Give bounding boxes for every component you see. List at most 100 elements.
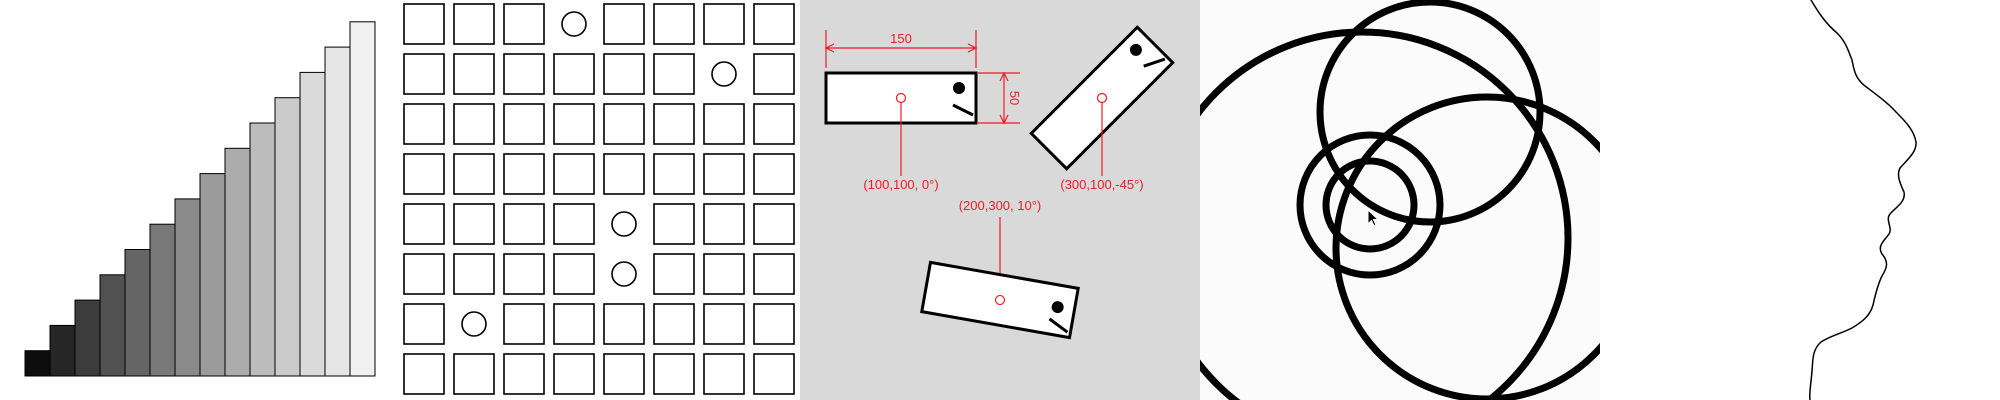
- large-ring-right: [1332, 93, 1600, 400]
- grid-square: [553, 353, 595, 395]
- height-dimension: [978, 71, 1020, 125]
- grid-square: [753, 3, 795, 45]
- grid-square: [503, 103, 545, 145]
- grid-square: [753, 153, 795, 195]
- grid-square: [403, 153, 445, 195]
- rectangle-pose-3: [920, 260, 1080, 340]
- grid-square: [553, 53, 595, 95]
- grid-square: [403, 253, 445, 295]
- inner-ring: [1322, 157, 1418, 253]
- staircase-bar: [199, 173, 226, 377]
- grid-square: [553, 203, 595, 245]
- face-profile: [1809, 0, 1917, 400]
- grid-square: [403, 3, 445, 45]
- grid-square: [603, 353, 645, 395]
- rectangle-pose-panel: 150 50 (100,100, 0°): [800, 0, 1200, 400]
- staircase-bar: [174, 198, 201, 377]
- rectangle-pose-2: [1029, 25, 1175, 171]
- grid-square: [503, 3, 545, 45]
- grid-square: [603, 153, 645, 195]
- grid-square: [453, 103, 495, 145]
- grid-square: [653, 3, 695, 45]
- grid-circle: [611, 211, 637, 237]
- grid-square: [653, 353, 695, 395]
- grid-square: [503, 353, 545, 395]
- grid-square: [653, 53, 695, 95]
- square-grid: [403, 3, 795, 395]
- grid-square: [753, 53, 795, 95]
- grid-square: [453, 353, 495, 395]
- grid-square: [653, 203, 695, 245]
- grid-square: [753, 203, 795, 245]
- staircase-bar: [124, 249, 151, 377]
- staircase-bar: [149, 223, 176, 377]
- grayscale-staircase: [24, 21, 376, 377]
- face-profile-panel: [1600, 0, 2000, 400]
- grid-circle: [461, 311, 487, 337]
- grid-square: [653, 253, 695, 295]
- staircase-bar: [99, 274, 126, 377]
- staircase-bar: [299, 71, 326, 377]
- width-label: 150: [890, 31, 912, 46]
- grid-square: [503, 253, 545, 295]
- grid-square: [753, 253, 795, 295]
- height-label: 50: [1007, 91, 1022, 105]
- grid-square: [453, 203, 495, 245]
- grid-square: [553, 153, 595, 195]
- grid-square: [603, 303, 645, 345]
- staircase-bar: [49, 324, 76, 377]
- overlapping-circles-panel: [1200, 0, 1600, 400]
- grid-square: [653, 303, 695, 345]
- overlapping-circles: [1200, 0, 1600, 400]
- grid-square: [403, 203, 445, 245]
- rectangle-pose-diagram: 150 50 (100,100, 0°): [800, 0, 1200, 400]
- grid-square: [703, 303, 745, 345]
- grid-square: [753, 353, 795, 395]
- grid-square: [703, 353, 745, 395]
- staircase-bar: [249, 122, 276, 377]
- grid-square: [703, 153, 745, 195]
- grid-square: [403, 103, 445, 145]
- grid-square: [503, 53, 545, 95]
- grid-square: [603, 53, 645, 95]
- large-ring-left: [1200, 28, 1572, 400]
- grid-square: [703, 103, 745, 145]
- grid-circle: [611, 261, 637, 287]
- grid-circle: [711, 61, 737, 87]
- grid-square: [503, 203, 545, 245]
- grid-circle: [561, 11, 587, 37]
- grid-square: [403, 53, 445, 95]
- staircase-bar: [74, 299, 101, 377]
- profile-outline: [1809, 0, 1917, 400]
- staircase-bar: [324, 46, 351, 377]
- width-dimension: [824, 30, 978, 68]
- middle-ring: [1296, 131, 1444, 279]
- grayscale-staircase-panel: [0, 0, 400, 400]
- grid-square: [703, 253, 745, 295]
- staircase-bar: [274, 97, 301, 377]
- pose-label-3: (200,300, 10°): [959, 198, 1042, 213]
- grid-square: [453, 3, 495, 45]
- grid-square: [753, 303, 795, 345]
- pose-label-2: (300,100,-45°): [1060, 177, 1143, 192]
- pose-label-1: (100,100, 0°): [863, 177, 938, 192]
- upper-ring: [1316, 0, 1544, 226]
- grid-square: [703, 203, 745, 245]
- staircase-bar: [349, 21, 376, 377]
- grid-square: [553, 303, 595, 345]
- grid-square: [553, 103, 595, 145]
- grid-square: [453, 253, 495, 295]
- grid-square: [603, 3, 645, 45]
- grid-square: [453, 153, 495, 195]
- staircase-bar: [24, 350, 51, 377]
- arrow-cursor-icon: [1367, 208, 1380, 227]
- grid-square: [503, 153, 545, 195]
- grid-square: [653, 153, 695, 195]
- grid-square: [553, 253, 595, 295]
- grid-square: [403, 303, 445, 345]
- staircase-bar: [224, 147, 251, 377]
- grid-square: [753, 103, 795, 145]
- grid-square: [603, 103, 645, 145]
- grid-square: [703, 3, 745, 45]
